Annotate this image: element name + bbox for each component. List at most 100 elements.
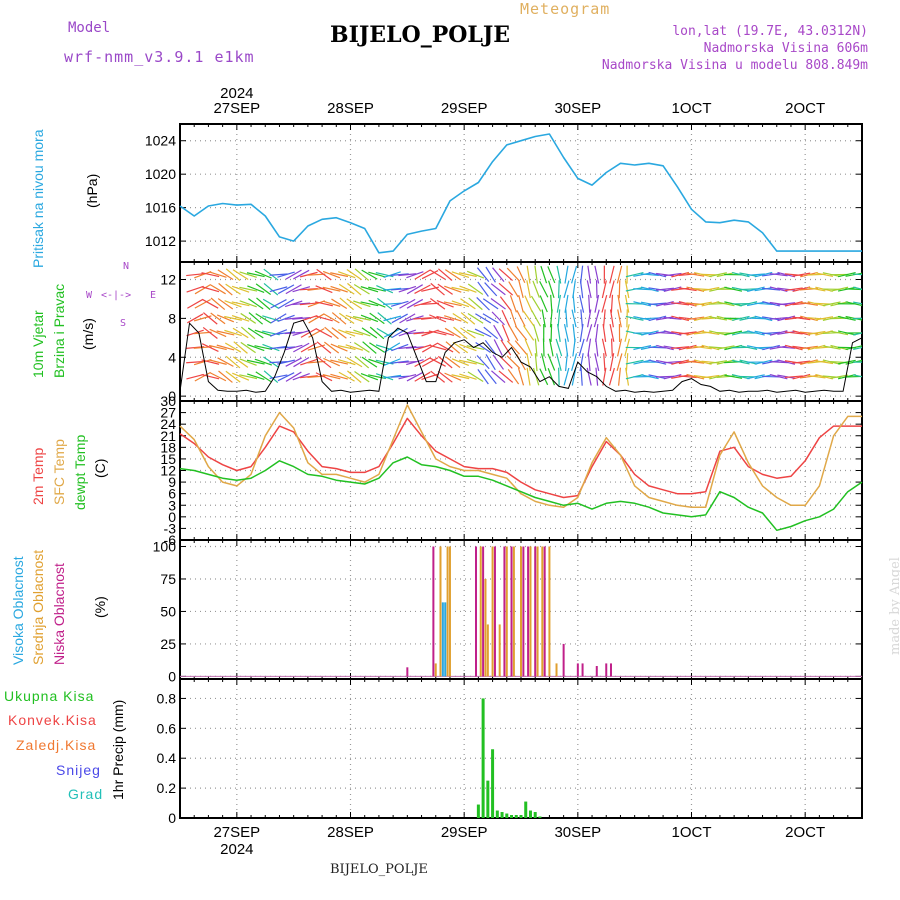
- cloud-bar: [432, 546, 435, 677]
- wind-arrow: [354, 355, 370, 369]
- wind-arrow: [231, 285, 250, 293]
- wind-arrow: [578, 338, 585, 357]
- wind-arrow: [747, 286, 765, 292]
- wind-arrow: [792, 360, 811, 364]
- wind-arrow: [360, 286, 379, 293]
- wind-arrow: [547, 353, 556, 371]
- y-tick-label: 1024: [145, 133, 176, 149]
- precip-bar: [500, 812, 504, 818]
- cloud-bar: [609, 663, 612, 677]
- wind-arrow: [579, 323, 584, 342]
- wind-arrow: [361, 356, 378, 368]
- temp-line-1: [179, 404, 862, 508]
- wind-arrow: [239, 300, 257, 308]
- wind-arrow: [352, 315, 371, 321]
- wind-arrow: [233, 341, 248, 354]
- meteogram-label: Meteogram: [520, 0, 611, 18]
- wind-arrow: [617, 294, 622, 313]
- wind-arrow: [476, 267, 490, 282]
- wind-arrow: [572, 338, 576, 357]
- wind-arrow: [474, 328, 492, 338]
- wind-arrow: [739, 301, 758, 307]
- wind-arrow: [777, 271, 796, 278]
- wind-arrow: [498, 268, 513, 282]
- wind-arrow: [524, 295, 533, 313]
- y-tick-label: 0.6: [157, 720, 177, 736]
- wind-arrow: [390, 300, 409, 307]
- wind-arrow: [193, 359, 212, 366]
- wind-arrow: [754, 315, 773, 322]
- wind-arrow: [565, 309, 568, 328]
- wind-arrow: [231, 315, 250, 322]
- wind-arrow: [601, 280, 607, 299]
- wind-arrow: [663, 301, 682, 306]
- wind-arrow: [414, 269, 431, 280]
- wind-arrow: [285, 284, 302, 295]
- wind-arrow: [459, 343, 477, 352]
- wind-arrow: [186, 285, 204, 293]
- wind-arrow: [716, 345, 735, 350]
- wind-arrow: [556, 294, 562, 313]
- wind-arrow: [531, 310, 542, 327]
- wind-arrow: [640, 374, 659, 380]
- wind-arrow: [686, 360, 705, 364]
- legend-convective-rain: Konvek.Kisa: [8, 712, 97, 728]
- y-tick-label: 0: [168, 668, 176, 684]
- wind-arrow: [517, 367, 525, 386]
- wind-arrow: [246, 359, 265, 365]
- wind-arrow: [557, 280, 560, 299]
- wind-arrow: [436, 299, 454, 308]
- precip-bar: [505, 813, 509, 818]
- wind-arrow: [506, 340, 520, 355]
- wind-arrow: [285, 371, 302, 382]
- date-label-bottom: 28SEP: [327, 824, 374, 841]
- wind-arrow: [330, 359, 349, 365]
- wind-arrow: [331, 312, 347, 325]
- wind-arrow: [731, 315, 750, 321]
- legend-hail: Grad: [68, 786, 104, 802]
- wind-arrow: [595, 338, 599, 357]
- wind-arrow: [534, 265, 538, 284]
- wind-arrow: [186, 373, 205, 380]
- precip-bar: [514, 815, 518, 818]
- wind-arrow: [754, 359, 773, 365]
- wind-arrow: [375, 272, 394, 278]
- wind-arrow: [625, 271, 644, 278]
- wind-arrow: [724, 286, 743, 292]
- wind-arrow: [602, 367, 607, 386]
- wind-arrow: [556, 323, 561, 342]
- wind-arrow: [247, 373, 265, 380]
- wind-arrow: [466, 345, 485, 350]
- wind-arrow: [777, 374, 796, 379]
- wind-arrow: [586, 367, 592, 386]
- wind-arrow: [375, 373, 394, 381]
- wind-arrow: [548, 338, 554, 357]
- year-label-bottom: 2024: [220, 841, 253, 858]
- y-tick-label: 8: [168, 310, 176, 326]
- wind-arrow: [324, 326, 339, 340]
- wind-arrow: [390, 273, 409, 276]
- cloud-bar: [522, 546, 525, 677]
- wind-arrow: [609, 324, 615, 342]
- legend-total-rain: Ukupna Kisa: [4, 688, 95, 704]
- wind-arrow: [739, 288, 758, 291]
- wind-arrow: [777, 346, 796, 349]
- wind-arrow: [239, 271, 257, 278]
- date-label-top: 28SEP: [327, 100, 374, 117]
- wind-arrow: [293, 357, 310, 368]
- wind-arrow: [323, 357, 340, 367]
- wind-arrow: [225, 370, 241, 383]
- wind-arrow: [571, 367, 577, 386]
- wind-arrow: [853, 286, 862, 290]
- wind-arrow: [322, 270, 341, 279]
- wind-arrow: [571, 309, 577, 328]
- cloud-bar: [491, 546, 494, 677]
- wind-arrow: [509, 295, 517, 313]
- wind-arrow: [338, 283, 355, 295]
- wind-arrow: [437, 283, 453, 295]
- wind-arrow: [194, 270, 212, 279]
- wind-arrow: [429, 357, 446, 367]
- wind-arrow: [547, 368, 555, 386]
- wind-arrow: [483, 326, 498, 340]
- cloud-bar: [446, 546, 449, 677]
